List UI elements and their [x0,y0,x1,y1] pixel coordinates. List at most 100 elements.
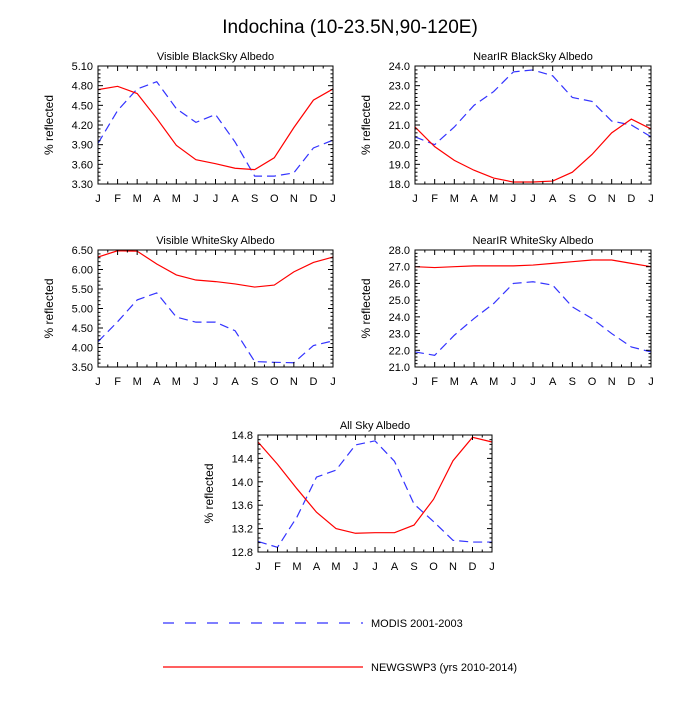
modis-series-line [97,292,334,364]
y-tick-label: 14.4 [232,453,253,465]
x-tick-label: M [489,376,498,388]
y-tick-label: 5.50 [72,284,93,296]
x-tick-label: J [648,376,654,388]
y-tick-label: 4.20 [72,120,93,132]
x-tick-label: D [309,193,317,205]
x-tick-label: J [95,193,101,205]
panel-title: All Sky Albedo [340,420,410,432]
y-tick-label: 20.0 [389,140,410,152]
panel-title: NearIR WhiteSky Albedo [472,235,593,247]
x-tick-label: J [353,561,359,573]
x-tick-label: D [627,376,635,388]
x-tick-label: J [511,193,517,205]
x-tick-label: O [270,193,279,205]
x-tick-label: F [114,193,121,205]
x-tick-label: N [608,376,616,388]
x-tick-label: F [431,193,438,205]
x-tick-label: A [470,193,478,205]
x-tick-label: N [290,193,298,205]
x-tick-label: J [412,193,418,205]
x-tick-label: N [449,561,457,573]
y-tick-label: 18.0 [389,179,410,191]
modis-series-line [257,440,492,549]
x-tick-label: A [549,193,557,205]
y-tick-label: 14.0 [232,477,253,489]
plot-frame [414,249,652,368]
x-tick-label: J [193,376,199,388]
x-tick-label: A [313,561,321,573]
x-tick-label: F [274,561,281,573]
y-tick-label: 6.50 [72,245,93,257]
y-tick-label: 4.00 [72,343,93,355]
x-tick-label: S [251,376,258,388]
x-tick-label: M [133,193,142,205]
y-axis-label: % reflected [42,278,56,338]
x-tick-label: J [489,561,495,573]
y-tick-label: 26.0 [389,278,410,290]
y-tick-label: 28.0 [389,245,410,257]
x-tick-label: J [372,561,378,573]
y-tick-label: 4.80 [72,81,93,93]
y-tick-label: 3.60 [72,159,93,171]
y-tick-label: 24.0 [389,61,410,73]
y-tick-label: 23.0 [389,329,410,341]
y-tick-label: 22.0 [389,100,410,112]
x-tick-label: J [330,193,336,205]
x-tick-label: J [213,193,219,205]
modis-series-line [414,69,652,146]
x-tick-label: A [470,376,478,388]
x-tick-label: J [330,376,336,388]
x-tick-label: D [469,561,477,573]
legend-entry: NEWGSWP3 (yrs 2010-2014) [163,662,517,674]
x-tick-label: M [133,376,142,388]
plot-frame [414,65,652,185]
legend: MODIS 2001-2003 NEWGSWP3 (yrs 2010-2014) [163,618,517,674]
x-tick-label: J [255,561,261,573]
x-tick-label: J [511,376,517,388]
y-tick-label: 3.90 [72,140,93,152]
x-tick-label: J [412,376,418,388]
y-tick-label: 5.10 [72,61,93,73]
modis-series-line [414,281,652,356]
x-tick-label: J [193,193,199,205]
x-tick-label: M [450,193,459,205]
y-tick-label: 21.0 [389,362,410,374]
y-tick-label: 3.30 [72,179,93,191]
x-tick-label: A [391,561,399,573]
plot-frame [97,65,334,185]
plot-frame [97,249,334,368]
x-tick-label: M [292,561,301,573]
y-tick-label: 27.0 [389,262,410,274]
x-tick-label: M [331,561,340,573]
y-axis-label: % reflected [42,95,56,155]
x-tick-label: A [153,193,161,205]
x-tick-label: N [290,376,298,388]
x-tick-label: D [627,193,635,205]
x-tick-label: M [172,376,181,388]
x-tick-label: O [588,193,597,205]
y-axis-label: % reflected [202,463,216,523]
x-tick-label: A [231,193,239,205]
x-tick-label: S [251,193,258,205]
x-tick-label: N [608,193,616,205]
plot-frame [257,434,493,553]
y-tick-label: 4.50 [72,323,93,335]
y-axis-label: % reflected [359,278,373,338]
newgswp3-series-line [414,259,652,269]
y-tick-label: 13.6 [232,500,253,512]
legend-entry: MODIS 2001-2003 [163,618,463,630]
newgswp3-series-line [414,118,652,183]
y-tick-label: 19.0 [389,159,410,171]
x-tick-label: M [172,193,181,205]
x-tick-label: A [549,376,557,388]
x-tick-label: A [231,376,239,388]
y-tick-label: 6.00 [72,265,93,277]
y-tick-label: 25.0 [389,295,410,307]
x-tick-label: F [431,376,438,388]
